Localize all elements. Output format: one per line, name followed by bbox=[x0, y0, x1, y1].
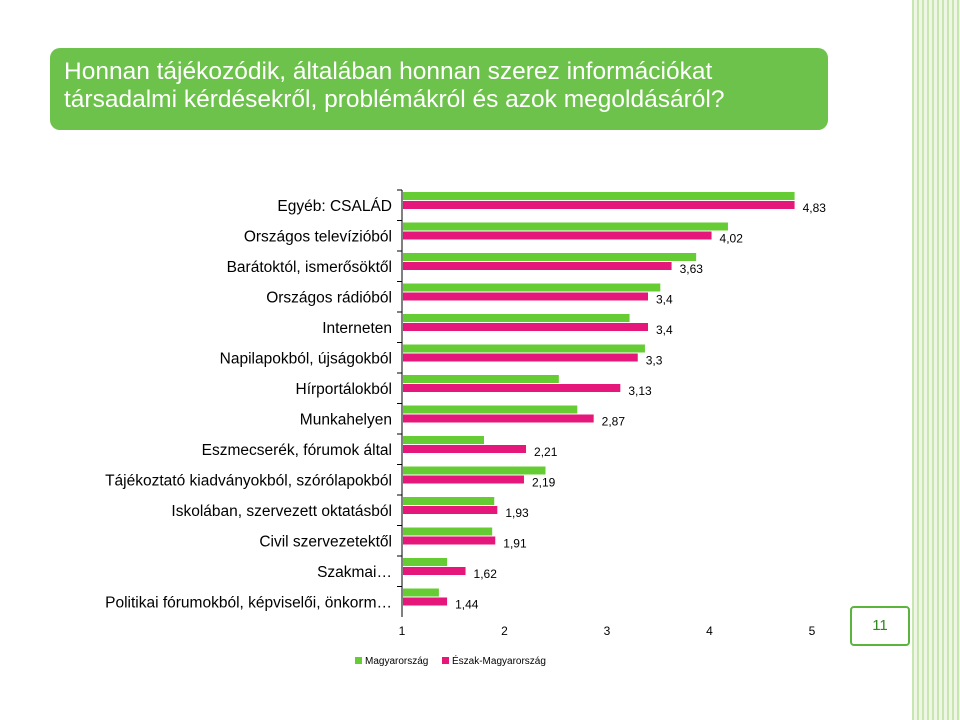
data-label: 4,83 bbox=[803, 201, 827, 215]
bar-eszak-magyarorszag bbox=[403, 536, 496, 545]
data-label: 4,02 bbox=[720, 232, 744, 246]
bar-eszak-magyarorszag bbox=[403, 201, 795, 209]
bar-eszak-magyarorszag bbox=[403, 597, 448, 606]
category-label: Interneten bbox=[322, 320, 392, 337]
bar-eszak-magyarorszag bbox=[403, 475, 524, 484]
data-label: 1,44 bbox=[455, 598, 479, 612]
bar-magyarorszag bbox=[403, 375, 559, 383]
data-label: 2,21 bbox=[534, 445, 558, 459]
legend-swatch bbox=[355, 657, 362, 664]
data-label: 2,19 bbox=[532, 476, 556, 490]
bar-eszak-magyarorszag bbox=[403, 445, 527, 453]
category-label: Iskolában, szervezett oktatásból bbox=[171, 503, 392, 520]
bar-chart: Egyéb: CSALÁD 4,83 Országos televízióból 4,… bbox=[105, 189, 827, 667]
slide-title-line-2: társadalmi kérdésekről, problémákról és … bbox=[64, 86, 725, 113]
bar-magyarorszag bbox=[403, 344, 645, 353]
x-tick-label: 5 bbox=[809, 624, 816, 638]
category-label: Országos rádióból bbox=[266, 290, 392, 307]
data-label: 1,62 bbox=[474, 567, 498, 581]
category-label: Országos televízióból bbox=[244, 229, 392, 246]
category-label: Szakmai… bbox=[317, 564, 392, 581]
bar-eszak-magyarorszag bbox=[403, 567, 466, 575]
data-label: 1,91 bbox=[503, 537, 527, 551]
category-label: Napilapokból, újságokból bbox=[220, 351, 392, 368]
bar-magyarorszag bbox=[403, 527, 493, 536]
bar-eszak-magyarorszag bbox=[403, 262, 672, 270]
bar-magyarorszag bbox=[403, 192, 795, 200]
x-tick-label: 1 bbox=[399, 624, 406, 638]
bar-eszak-magyarorszag bbox=[403, 292, 648, 301]
bar-magyarorszag bbox=[403, 283, 661, 292]
x-tick-label: 4 bbox=[706, 624, 713, 638]
bar-magyarorszag bbox=[403, 558, 448, 566]
bar-magyarorszag bbox=[403, 253, 697, 261]
data-label: 1,93 bbox=[505, 506, 529, 520]
bar-eszak-magyarorszag bbox=[403, 353, 638, 362]
bar-eszak-magyarorszag bbox=[403, 384, 621, 392]
bar-magyarorszag bbox=[403, 588, 439, 597]
bar-eszak-magyarorszag bbox=[403, 506, 498, 514]
data-label: 3,63 bbox=[680, 262, 704, 276]
bar-magyarorszag bbox=[403, 222, 728, 231]
legend-swatch bbox=[442, 657, 449, 664]
legend-label: Magyarország bbox=[365, 656, 428, 667]
data-label: 3,4 bbox=[656, 293, 673, 307]
bar-eszak-magyarorszag bbox=[403, 414, 594, 423]
category-label: Hírportálokból bbox=[296, 381, 393, 398]
bar-magyarorszag bbox=[403, 314, 630, 322]
x-tick-label: 3 bbox=[604, 624, 611, 638]
slide-title-line-1: Honnan tájékozódik, általában honnan sze… bbox=[64, 58, 713, 85]
category-label: Eszmecserék, fórumok által bbox=[202, 442, 392, 459]
category-label: Egyéb: CSALÁD bbox=[277, 198, 392, 215]
data-label: 3,4 bbox=[656, 323, 673, 337]
data-label: 3,3 bbox=[646, 354, 663, 368]
bar-eszak-magyarorszag bbox=[403, 231, 712, 240]
data-label: 2,87 bbox=[602, 415, 626, 429]
category-label: Politikai fórumokból, képviselői, önkorm… bbox=[105, 595, 392, 612]
decorative-stripes bbox=[912, 0, 960, 720]
x-tick-label: 2 bbox=[501, 624, 508, 638]
data-label: 3,13 bbox=[628, 384, 652, 398]
category-label: Civil szervezetektől bbox=[259, 534, 392, 551]
legend-label: Észak-Magyarország bbox=[452, 654, 546, 667]
category-label: Munkahelyen bbox=[300, 412, 392, 429]
bar-magyarorszag bbox=[403, 405, 578, 414]
page-number-badge: 11 bbox=[850, 606, 910, 646]
bar-magyarorszag bbox=[403, 497, 495, 505]
bar-eszak-magyarorszag bbox=[403, 323, 648, 331]
slide-title-box: Honnan tájékozódik, általában honnan sze… bbox=[50, 48, 828, 130]
bar-magyarorszag bbox=[403, 466, 546, 475]
bar-magyarorszag bbox=[403, 436, 484, 444]
category-label: Tájékoztató kiadványokból, szórólapokból bbox=[105, 473, 392, 490]
category-label: Barátoktól, ismerősöktől bbox=[227, 259, 392, 276]
